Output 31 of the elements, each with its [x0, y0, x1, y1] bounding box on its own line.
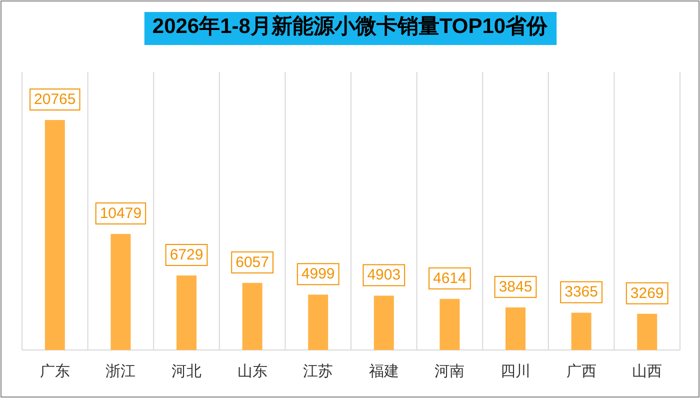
x-tick-label: 福建: [368, 363, 399, 380]
x-tick-label: 浙江: [106, 363, 136, 380]
x-tick-label: 河北: [172, 363, 202, 380]
data-label: 4999: [301, 266, 335, 283]
x-tick-label: 广东: [40, 363, 70, 380]
x-tick-label: 河南: [434, 363, 465, 380]
bar: [571, 312, 592, 350]
data-label: 3365: [564, 284, 598, 301]
bar: [637, 314, 658, 350]
bar: [506, 307, 526, 350]
data-label: 3845: [498, 278, 532, 296]
data-label: 20765: [34, 91, 76, 108]
x-tick-label: 四川: [500, 363, 530, 380]
data-label: 6057: [236, 254, 269, 271]
bar: [374, 296, 394, 350]
data-label: 4903: [367, 266, 401, 284]
bar: [44, 120, 65, 350]
data-label: 4614: [433, 270, 466, 287]
data-label: 6729: [170, 246, 204, 264]
x-tick-label: 山东: [237, 363, 268, 380]
bar: [176, 275, 196, 350]
x-tick-label: 山西: [632, 363, 662, 380]
x-tick-label: 江苏: [303, 363, 334, 380]
data-label: 10479: [100, 204, 142, 222]
bar: [440, 298, 460, 350]
x-tick-label: 广西: [566, 363, 596, 380]
data-label: 3269: [630, 284, 664, 302]
bar: [242, 282, 262, 350]
chart-title: 2026年1-8月新能源小微卡销量TOP10省份: [152, 14, 549, 38]
bar: [110, 234, 131, 350]
bar: [308, 294, 328, 350]
